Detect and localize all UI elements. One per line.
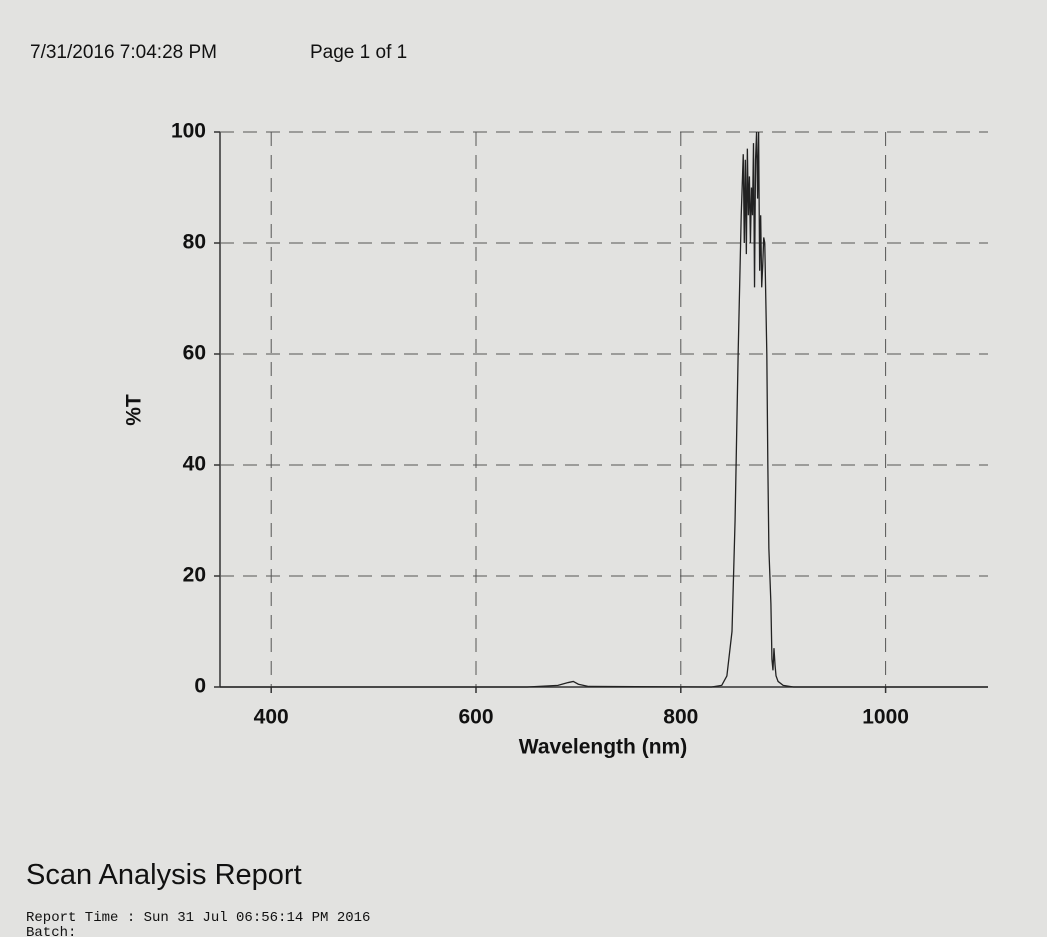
x-tick-label: 600 — [458, 706, 493, 729]
timestamp: 7/31/2016 7:04:28 PM — [30, 42, 217, 63]
y-tick-label: 60 — [183, 342, 206, 365]
y-tick-label: 0 — [194, 675, 206, 698]
x-axis-label: Wavelength (nm) — [519, 736, 687, 759]
y-tick-label: 40 — [183, 453, 206, 476]
report-line: Batch: — [26, 925, 76, 937]
x-tick-label: 1000 — [862, 706, 909, 729]
report-title: Scan Analysis Report — [26, 859, 302, 891]
x-tick-label: 800 — [663, 706, 698, 729]
x-tick-label: 400 — [254, 706, 289, 729]
y-tick-label: 20 — [183, 564, 206, 587]
report-line: Report Time : Sun 31 Jul 06:56:14 PM 201… — [26, 910, 370, 926]
y-axis-label: %T — [123, 394, 146, 426]
y-tick-label: 80 — [183, 231, 206, 254]
spectrum-line — [220, 131, 988, 688]
y-tick-label: 100 — [171, 120, 206, 143]
page-number: Page 1 of 1 — [310, 42, 407, 63]
